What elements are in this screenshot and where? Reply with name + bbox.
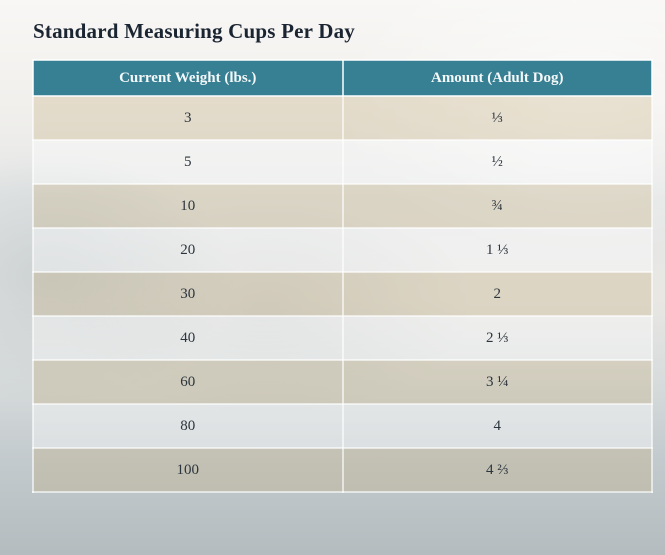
- amount-cell: 2: [341, 271, 653, 317]
- table-row: 30 2: [32, 271, 653, 317]
- header-row: Current Weight (lbs.) Amount (Adult Dog): [32, 59, 653, 97]
- weight-cell: 60: [32, 359, 344, 405]
- table-row: 100 4 ⅔: [32, 447, 653, 493]
- weight-cell: 100: [32, 447, 344, 493]
- table-row: 40 2 ⅓: [32, 315, 653, 361]
- amount-cell: ½: [341, 139, 653, 185]
- weight-cell: 30: [32, 271, 344, 317]
- amount-cell: 3 ¼: [341, 359, 653, 405]
- table-row: 60 3 ¼: [32, 359, 653, 405]
- weight-cell: 10: [32, 183, 344, 229]
- amount-cell: 2 ⅓: [341, 315, 653, 361]
- amount-cell: ¾: [341, 183, 653, 229]
- page-title: Standard Measuring Cups Per Day: [33, 19, 356, 43]
- column-header-weight: Current Weight (lbs.): [32, 59, 344, 97]
- table-body: 3 ⅓ 5 ½ 10 ¾ 20 1 ⅓ 30 2 40 2 ⅓ 60 3 ¼ 80 4 100 4 ⅔: [32, 95, 653, 493]
- feeding-table: Current Weight (lbs.) Amount (Adult Dog)…: [32, 59, 653, 493]
- amount-cell: 4: [341, 403, 653, 449]
- weight-cell: 40: [32, 315, 344, 361]
- amount-cell: ⅓: [341, 95, 653, 141]
- table-row: 20 1 ⅓: [32, 227, 653, 273]
- amount-cell: 4 ⅔: [341, 447, 653, 493]
- weight-cell: 20: [32, 227, 344, 273]
- column-header-amount: Amount (Adult Dog): [341, 59, 653, 97]
- amount-cell: 1 ⅓: [341, 227, 653, 273]
- table-header: Current Weight (lbs.) Amount (Adult Dog): [32, 59, 653, 97]
- weight-cell: 5: [32, 139, 344, 185]
- table-row: 10 ¾: [32, 183, 653, 229]
- table-row: 80 4: [32, 403, 653, 449]
- weight-cell: 80: [32, 403, 344, 449]
- weight-cell: 3: [32, 95, 344, 141]
